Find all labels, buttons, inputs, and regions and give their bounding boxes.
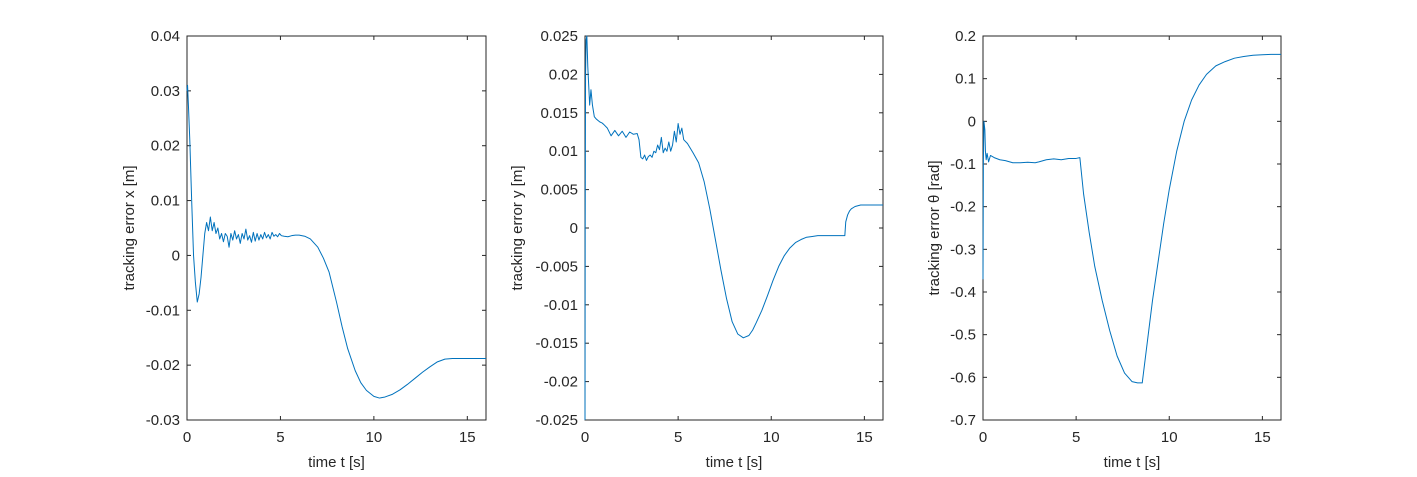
subplot-y: 0 5 10 15 -0.025 -0.02 -0.015 -0.01 -0.005 0 0.00… xyxy=(509,28,884,471)
y-tick-label: -0.03 xyxy=(146,412,180,429)
y-ticks: -0.03 -0.02 -0.01 0 0.01 0.02 0.03 0.04 xyxy=(146,28,486,429)
y-tick-label: -0.01 xyxy=(146,302,180,319)
y-tick-label: -0.2 xyxy=(950,199,976,216)
subplot-theta: 0 5 10 15 -0.7-0.6-0.5-0.4-0.3-0.2-0.100.10… xyxy=(926,28,1282,471)
x-tick-label: 5 xyxy=(276,429,284,446)
y-tick-label: 0.02 xyxy=(549,66,578,83)
y-tick-label: 0 xyxy=(570,220,578,237)
y-tick-label: -0.005 xyxy=(535,258,578,275)
series-line xyxy=(982,53,1281,384)
y-tick-label: -0.1 xyxy=(950,156,976,173)
axes-box xyxy=(186,35,487,421)
x-ticks: 0 5 10 15 xyxy=(979,36,1271,446)
y-tick-label: -0.02 xyxy=(146,357,180,374)
y-tick-label: 0.01 xyxy=(549,143,578,160)
x-axis-label: time t [s] xyxy=(1104,454,1161,471)
y-tick-label: 0.015 xyxy=(540,105,578,122)
y-tick-label: -0.7 xyxy=(950,412,976,429)
x-tick-label: 15 xyxy=(856,429,873,446)
x-axis-label: time t [s] xyxy=(706,454,763,471)
y-tick-label: 0.2 xyxy=(955,28,976,45)
y-tick-label: 0.1 xyxy=(955,71,976,88)
y-tick-label: 0.04 xyxy=(151,28,180,45)
y-ticks: -0.7 -0.6 -0.5 -0.4 -0.3 -0.2 -0.1 0 0.1 0.2 xyxy=(950,28,1281,429)
x-axis-label: time t [s] xyxy=(308,454,365,471)
y-tick-label: -0.02 xyxy=(544,374,578,391)
y-axis-label: tracking error x [m] xyxy=(121,165,138,290)
y-tick-label: -0.5 xyxy=(950,327,976,344)
x-tick-label: 5 xyxy=(1072,429,1080,446)
y-tick-label: 0 xyxy=(172,247,180,264)
x-tick-label: 10 xyxy=(763,429,780,446)
y-ticks: -0.025 -0.02 -0.015 -0.01 -0.005 0 0.005 0.01 0.… xyxy=(535,28,883,429)
y-tick-label: -0.4 xyxy=(950,284,976,301)
y-tick-label: 0.01 xyxy=(151,193,180,210)
x-tick-label: 5 xyxy=(674,429,682,446)
axes-box xyxy=(982,35,1282,421)
x-tick-label: 0 xyxy=(183,429,191,446)
x-tick-label: 0 xyxy=(581,429,589,446)
y-tick-label: 0 xyxy=(968,113,976,130)
series-line xyxy=(186,84,486,399)
x-ticks: 0 5 10 15 xyxy=(183,36,476,446)
series-line xyxy=(584,35,883,421)
y-tick-label: -0.6 xyxy=(950,369,976,386)
axes-box xyxy=(584,35,884,421)
y-tick-label: 0.025 xyxy=(540,28,578,45)
y-axis-label: tracking error θ [rad] xyxy=(926,160,943,295)
x-ticks: 0 5 10 15 xyxy=(581,36,873,446)
subplot-x: 0 5 10 15 -0.03-0.02-0.0100.010.020.030.04 … xyxy=(121,28,487,471)
y-tick-label: -0.3 xyxy=(950,241,976,258)
y-tick-label: -0.025 xyxy=(535,412,578,429)
y-tick-label: -0.015 xyxy=(535,335,578,352)
y-axis-label: tracking error y [m] xyxy=(509,165,526,290)
x-tick-label: 15 xyxy=(459,429,476,446)
y-tick-label: 0.03 xyxy=(151,83,180,100)
y-tick-label: 0.02 xyxy=(151,138,180,155)
x-tick-label: 15 xyxy=(1254,429,1271,446)
x-tick-label: 10 xyxy=(366,429,383,446)
x-tick-label: 10 xyxy=(1161,429,1178,446)
y-tick-label: -0.01 xyxy=(544,297,578,314)
y-tick-label: 0.005 xyxy=(540,182,578,199)
x-tick-label: 0 xyxy=(979,429,987,446)
